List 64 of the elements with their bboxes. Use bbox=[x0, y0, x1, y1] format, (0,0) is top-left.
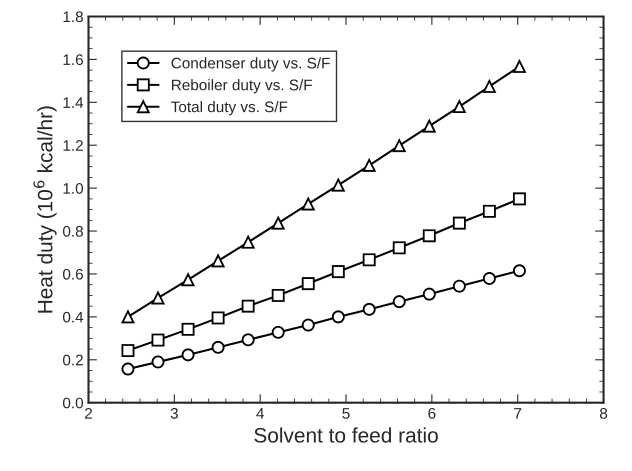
y-tick-label: 1.8 bbox=[64, 11, 83, 22]
y-axis-title: Heat duty (10$^{6}$ kcal/hr) bbox=[33, 106, 57, 313]
point bbox=[512, 192, 526, 206]
legend-label: Condenser duty vs. S/F bbox=[172, 57, 330, 72]
point bbox=[152, 355, 164, 368]
y-tick-label: 0.6 bbox=[62, 268, 83, 280]
point bbox=[512, 60, 526, 73]
point bbox=[452, 216, 466, 230]
point bbox=[122, 310, 134, 324]
point bbox=[452, 100, 466, 114]
point bbox=[452, 280, 466, 293]
y-tick-label: 0.4 bbox=[62, 312, 84, 323]
x-tick-label: 6 bbox=[428, 408, 436, 419]
point bbox=[212, 254, 225, 268]
point bbox=[482, 80, 496, 93]
point bbox=[302, 318, 315, 332]
y-tick-label: 1.2 bbox=[64, 140, 83, 151]
point bbox=[482, 204, 496, 218]
point bbox=[332, 265, 345, 278]
point bbox=[152, 292, 164, 304]
y-tick-label: 0.8 bbox=[62, 226, 83, 237]
point bbox=[242, 236, 255, 249]
x-tick-label: 7 bbox=[514, 408, 522, 419]
x-tick-label: 8 bbox=[600, 408, 608, 419]
y-tick-label: 1.4 bbox=[64, 97, 84, 108]
point bbox=[302, 277, 315, 290]
x-tick-label: 4 bbox=[256, 408, 264, 419]
point bbox=[392, 295, 406, 308]
x-axis-title: Solvent to feed ratio bbox=[254, 427, 438, 443]
y-tick-label: 0.2 bbox=[62, 354, 83, 366]
point bbox=[212, 311, 225, 324]
y-tick-label: 0.0 bbox=[62, 398, 84, 408]
x-tick-label: 2 bbox=[85, 408, 92, 419]
y-tick-label: 1.6 bbox=[64, 54, 83, 66]
point bbox=[242, 300, 255, 313]
legend-label: Total duty vs. S/F bbox=[171, 101, 288, 116]
point bbox=[272, 216, 285, 230]
point bbox=[482, 272, 496, 285]
point bbox=[242, 333, 255, 346]
point bbox=[392, 139, 406, 152]
point bbox=[362, 158, 376, 172]
x-tick-label: 3 bbox=[170, 408, 178, 419]
point bbox=[272, 326, 285, 339]
point bbox=[182, 273, 195, 286]
point bbox=[332, 178, 345, 192]
x-tick-label: 5 bbox=[342, 408, 350, 419]
point bbox=[362, 253, 376, 266]
point bbox=[512, 264, 526, 278]
point bbox=[422, 229, 436, 242]
point bbox=[122, 344, 134, 358]
point bbox=[302, 198, 315, 210]
point bbox=[422, 120, 436, 133]
point bbox=[422, 288, 436, 301]
point bbox=[392, 241, 406, 254]
point bbox=[272, 288, 285, 302]
point bbox=[182, 348, 195, 362]
legend-label: Reboiler duty vs. S/F bbox=[172, 79, 312, 94]
point bbox=[332, 310, 345, 324]
point bbox=[122, 362, 134, 376]
point bbox=[182, 322, 195, 336]
point bbox=[362, 302, 376, 316]
y-tick-label: 1.0 bbox=[64, 183, 84, 194]
point bbox=[212, 340, 225, 354]
point bbox=[152, 334, 164, 347]
